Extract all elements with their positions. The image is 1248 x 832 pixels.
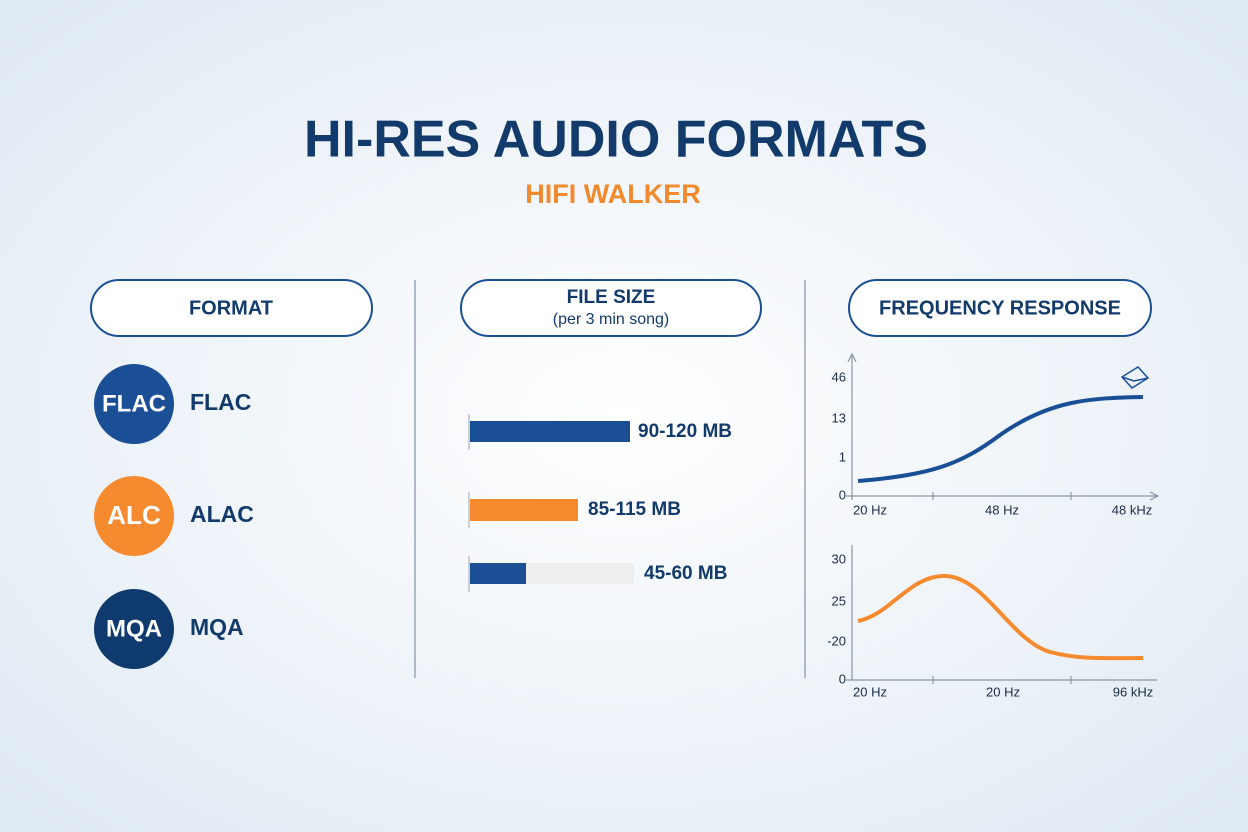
column-heading: FORMAT (189, 297, 273, 319)
x-label: 96 kHz (1113, 684, 1153, 699)
format-name: ALAC (190, 501, 254, 527)
format-name: FLAC (190, 389, 251, 415)
y-label: 0 (839, 487, 846, 502)
badge (94, 476, 174, 556)
axis-tick (932, 492, 1072, 500)
badge (94, 364, 174, 444)
axis (847, 352, 857, 500)
column-subheading: (per 3 min song) (553, 311, 670, 328)
badge-label: ALC (107, 500, 161, 530)
y-label: 25 (832, 593, 846, 608)
size-bar (470, 499, 578, 521)
y-label: 1 (839, 449, 846, 464)
y-label: 13 (832, 410, 846, 425)
graph (846, 352, 1160, 684)
size-label: 45-60 MB (644, 563, 727, 584)
icon (1120, 366, 1150, 389)
size-bar (470, 421, 630, 442)
axis (846, 491, 1160, 501)
x-label: 20 Hz (853, 684, 887, 699)
curve (857, 395, 1144, 483)
column-heading: FREQUENCY RESPONSE (879, 297, 1121, 319)
x-label: 48 Hz (985, 502, 1019, 517)
y-label: 0 (839, 671, 846, 686)
title: HI-RES AUDIO FORMATS (304, 111, 928, 169)
size-label: 90-120 MB (638, 421, 732, 442)
y-label: -20 (827, 633, 846, 648)
curve (857, 573, 1144, 661)
y-label: 30 (832, 551, 846, 566)
size-bar (470, 563, 526, 584)
y-label: 46 (832, 369, 846, 384)
size-label: 85-115 MB (588, 499, 681, 520)
badge-label: MQA (106, 615, 162, 642)
x-label: 20 Hz (986, 684, 1020, 699)
column-heading: FILE SIZE (567, 287, 656, 308)
badge-label: FLAC (102, 390, 166, 417)
x-label: 20 Hz (853, 502, 887, 517)
format-name: MQA (190, 614, 244, 640)
subtitle: HIFI WALKER (525, 179, 701, 209)
x-label: 48 kHz (1112, 502, 1152, 517)
badge (94, 589, 174, 669)
axis (846, 545, 1157, 684)
pill (90, 279, 373, 337)
pill (848, 279, 1152, 337)
pill (460, 279, 762, 337)
